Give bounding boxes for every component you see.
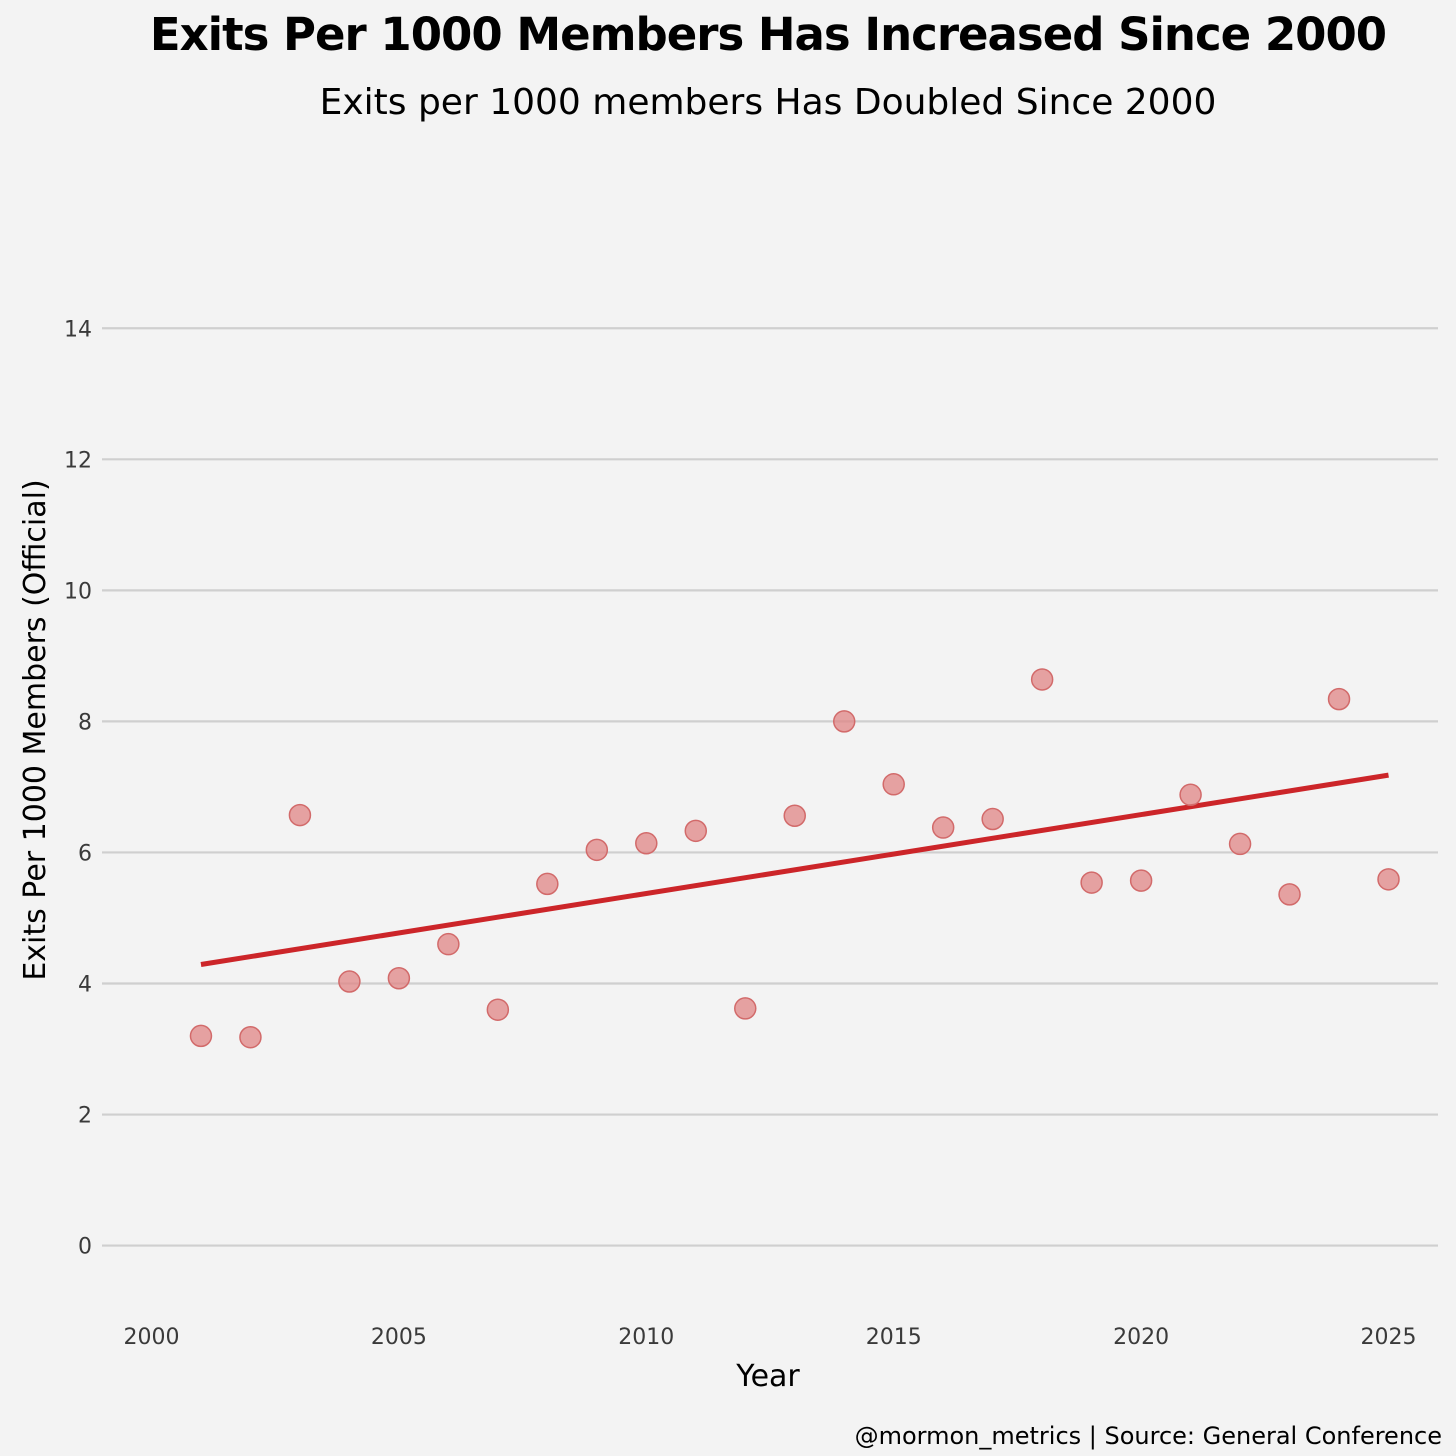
data-point	[288, 803, 312, 827]
x-axis-title: Year	[735, 1359, 800, 1394]
data-point	[536, 872, 559, 896]
data-point	[1129, 869, 1153, 892]
data-point	[1030, 668, 1054, 691]
data-point	[783, 804, 806, 828]
data-point	[882, 773, 905, 796]
y-tick-label: 8	[78, 710, 92, 735]
y-axis-ticks: 0 2 4 6 8 10 12 14	[64, 317, 92, 1259]
x-tick-label: 2000	[123, 1325, 179, 1350]
source-caption: @mormon_metrics | Source: General Confer…	[854, 1422, 1442, 1450]
data-point	[635, 832, 658, 855]
data-point	[931, 816, 955, 839]
y-tick-label: 14	[64, 317, 92, 342]
data-point	[832, 710, 856, 733]
x-axis-ticks: 2000 2005 2010 2015 2020 2025	[123, 1325, 1416, 1350]
data-points	[189, 668, 1400, 1049]
x-tick-label: 2025	[1361, 1325, 1417, 1350]
trend-line-group	[200, 772, 1389, 967]
data-point	[437, 932, 460, 956]
data-point	[1179, 783, 1202, 807]
data-point	[981, 807, 1004, 831]
trend-line	[200, 772, 1389, 967]
data-point	[1278, 883, 1301, 906]
y-tick-label: 12	[64, 448, 92, 473]
data-point	[1377, 868, 1400, 891]
chart-subtitle: Exits per 1000 members Has Doubled Since…	[319, 82, 1217, 123]
data-point	[1228, 832, 1252, 856]
x-tick-label: 2015	[866, 1325, 922, 1350]
data-point	[734, 997, 757, 1020]
chart-title: Exits Per 1000 Members Has Increased Sin…	[149, 8, 1387, 61]
data-point	[486, 998, 510, 1021]
data-point	[387, 967, 411, 990]
data-point	[684, 819, 708, 843]
y-tick-label: 0	[78, 1235, 92, 1260]
data-point	[1080, 871, 1103, 894]
y-axis-title: Exits Per 1000 Members (Official)	[18, 479, 53, 980]
data-point	[239, 1025, 262, 1049]
y-tick-label: 2	[78, 1104, 92, 1129]
data-point	[585, 838, 609, 862]
data-point	[338, 970, 361, 993]
data-point	[1327, 687, 1351, 711]
x-tick-label: 2010	[618, 1325, 674, 1350]
x-tick-label: 2005	[371, 1325, 427, 1350]
y-tick-label: 4	[78, 972, 92, 997]
y-tick-label: 6	[78, 841, 92, 866]
gridlines	[102, 327, 1438, 1247]
data-point	[189, 1024, 213, 1048]
y-tick-label: 10	[64, 579, 92, 604]
x-tick-label: 2020	[1113, 1325, 1169, 1350]
